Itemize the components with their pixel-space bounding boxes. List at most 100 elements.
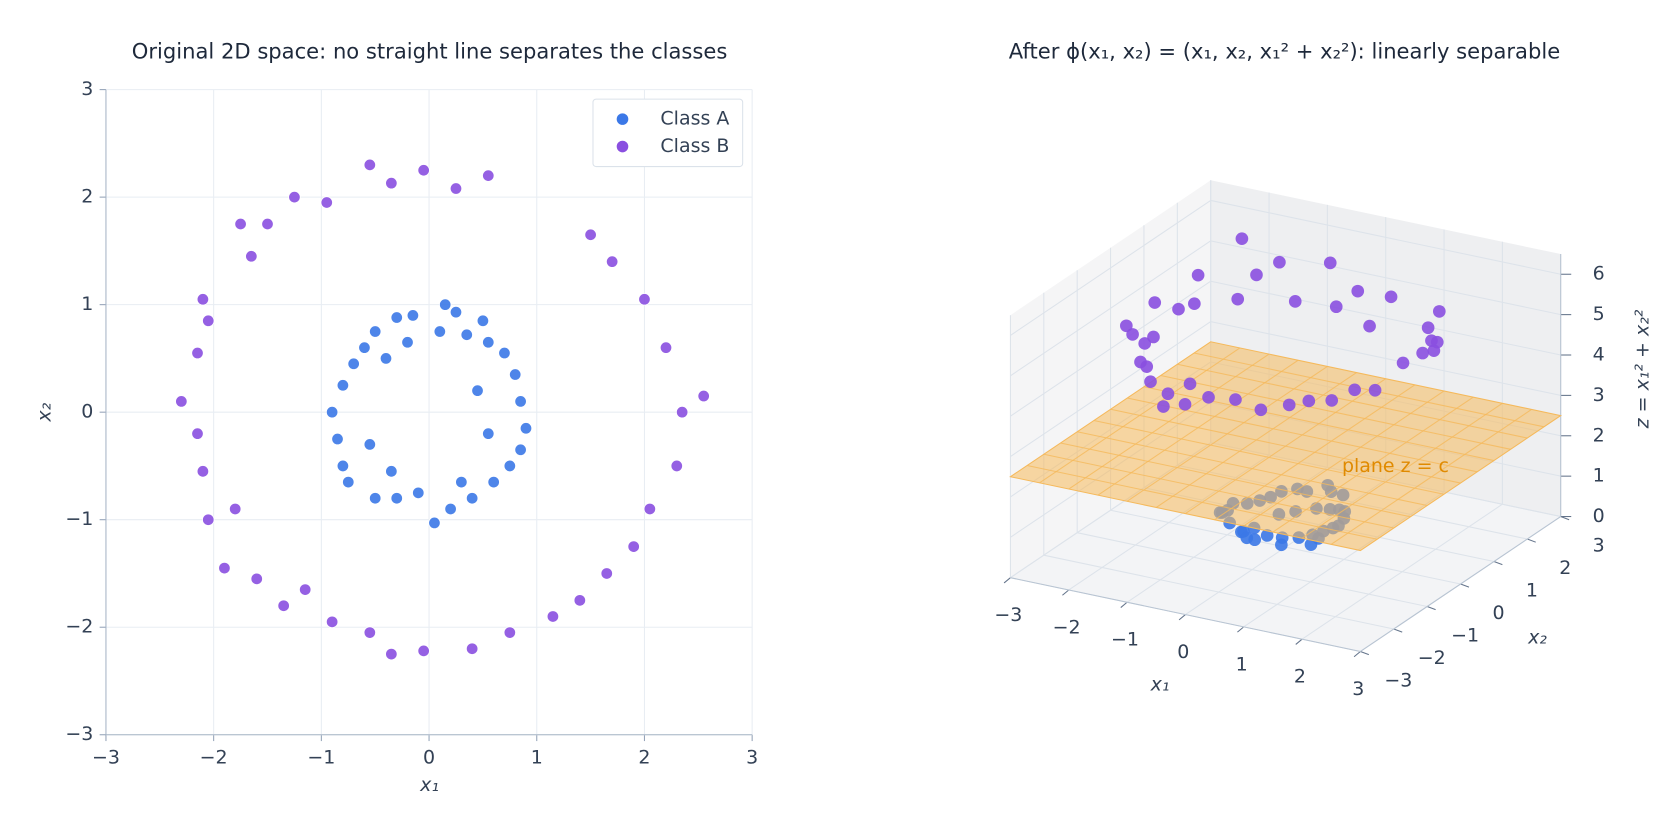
z-tick-label: 3 (1593, 384, 1605, 406)
chart-title: After ϕ(x₁, x₂) = (x₁, x₂, x₁² + x₂²): l… (1009, 39, 1560, 64)
point (1120, 319, 1133, 333)
point (1183, 377, 1197, 391)
point (514, 395, 527, 408)
point (336, 379, 350, 392)
grid-line (1043, 554, 1394, 630)
point (202, 513, 215, 526)
y-tick-label: −2 (65, 616, 93, 638)
point (444, 502, 457, 516)
point (191, 346, 204, 360)
y-axis-label: x₂ (33, 402, 55, 422)
point (449, 305, 463, 319)
point (390, 491, 403, 505)
point (202, 314, 215, 327)
point (1425, 334, 1438, 348)
y-tick (1527, 538, 1536, 543)
point (508, 368, 522, 381)
y-tick-label: 3 (81, 78, 93, 100)
point (1416, 346, 1429, 360)
x-axis-label: x₁ (419, 774, 439, 796)
point (1351, 284, 1365, 298)
point (1368, 383, 1382, 397)
point (1140, 360, 1154, 373)
grid-line (1210, 321, 1561, 396)
point (1254, 403, 1268, 417)
point (503, 626, 517, 639)
point (390, 311, 403, 324)
point (379, 352, 393, 365)
point (385, 465, 398, 478)
plane-grid (1177, 363, 1528, 439)
plot-2d: −3 −2 −1 0 1 2 3 −3 −2 −1 0 1 2 3 Class A Class B (65, 78, 758, 768)
point (1240, 531, 1254, 545)
point (1288, 295, 1302, 308)
point (1138, 337, 1152, 350)
point (1396, 356, 1410, 370)
x-axis (1010, 577, 1361, 652)
x-tick (1353, 651, 1361, 658)
x-tick-label: −3 (92, 746, 120, 768)
point (385, 176, 398, 190)
point (1157, 400, 1170, 413)
point (245, 250, 258, 263)
point (1325, 394, 1339, 407)
y-tick-label: 2 (1559, 557, 1571, 579)
point (1235, 232, 1249, 246)
point (363, 158, 377, 172)
x-tick (1295, 638, 1303, 645)
point (347, 357, 360, 371)
point (428, 516, 441, 530)
x-tick-label: 1 (1236, 653, 1248, 675)
y-tick (1426, 605, 1436, 611)
point (1229, 393, 1242, 406)
x-tick (1120, 601, 1128, 608)
grid-line (1010, 200, 1212, 336)
point (1323, 256, 1337, 270)
point (358, 341, 371, 354)
point (234, 217, 247, 231)
point (1172, 302, 1185, 316)
y-tick-label: −3 (1384, 669, 1412, 691)
point (449, 182, 463, 195)
point (519, 422, 533, 435)
legend-marker (616, 113, 629, 125)
point (1273, 255, 1286, 269)
point (1329, 300, 1343, 314)
point (471, 384, 484, 397)
y-tick (1460, 583, 1470, 588)
point (438, 298, 452, 311)
point (503, 459, 517, 473)
plane-grid (1330, 408, 1532, 545)
x-tick-label: −3 (994, 604, 1022, 626)
point (277, 599, 290, 612)
legend-box (592, 98, 744, 168)
x-tick-label: 3 (746, 746, 758, 768)
point (1147, 330, 1160, 344)
z-tick-label: 0 (1593, 505, 1605, 527)
x-tick-label: 3 (1352, 678, 1364, 700)
point (196, 293, 210, 306)
point (325, 615, 339, 629)
point (600, 567, 613, 580)
point (1302, 394, 1316, 408)
z-tick-label: 4 (1593, 344, 1605, 366)
point (1191, 268, 1205, 282)
x-tick (1062, 589, 1070, 596)
point (1282, 398, 1296, 412)
point (401, 336, 414, 349)
x-tick-label: 1 (531, 746, 543, 768)
point (573, 594, 587, 607)
legend-marker (616, 140, 629, 153)
y-axis-label: x₂ (1527, 626, 1547, 648)
point (406, 309, 420, 322)
point (1148, 296, 1162, 309)
point (498, 346, 511, 360)
x-tick-label: −1 (1111, 629, 1139, 651)
y-tick-label: 3 (1593, 535, 1605, 557)
point (261, 217, 274, 231)
point (368, 325, 382, 338)
grid-line (1010, 321, 1212, 457)
y-tick-label: 1 (1526, 580, 1538, 602)
